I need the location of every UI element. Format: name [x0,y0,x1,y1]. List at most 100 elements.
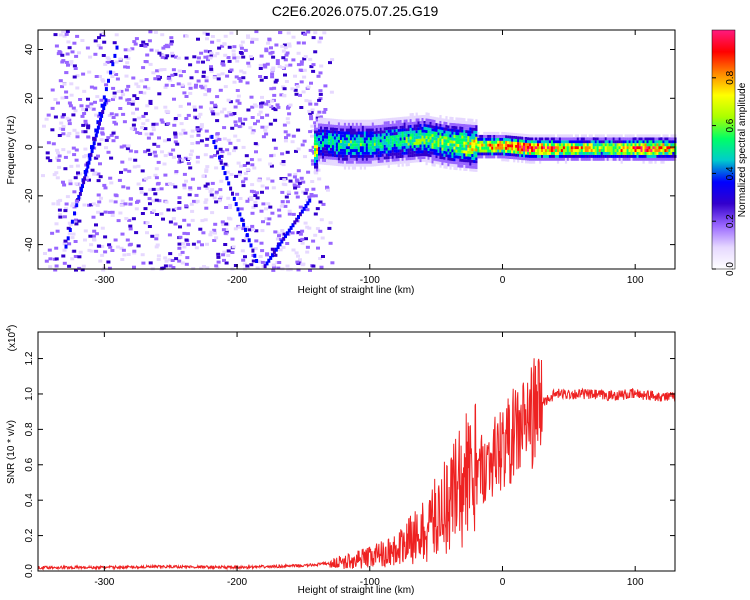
spectrogram-cell [433,116,436,120]
spectrogram-cell [347,131,351,135]
spectrogram-cell [515,150,518,154]
spectrogram-cell [493,131,496,135]
spectrogram-cell [113,53,117,58]
spectrogram-cell [497,137,500,141]
spectrogram-cell [427,139,430,143]
spectrogram-cell [84,108,88,112]
spectrogram-cell [483,140,486,144]
spectrogram-cell [467,165,470,169]
spectrogram-cell [574,151,577,155]
spectrogram-cell [495,131,498,135]
spectrogram-cell [314,148,317,151]
spectrogram-cell [275,237,280,241]
snr-x-axis-label: Height of straight line (km) [298,585,415,596]
spectrogram-cell [552,137,556,141]
spectrogram-cell [417,138,420,142]
spectrogram-cell [115,77,120,81]
spectrogram-cell [620,146,623,150]
spectrogram-cell [554,149,558,152]
spectrogram-cell [427,145,430,148]
spectrogram-cell [377,148,380,152]
spectrogram-cell [324,147,327,151]
spectrogram-cell [316,156,319,160]
spectrogram-cell [316,151,319,154]
spectrogram-cell [636,143,639,147]
spectrogram-cell [604,157,607,161]
spectrogram-cell [473,154,476,158]
spectrogram-cell [326,162,329,166]
spectrogram-cell [304,99,309,103]
spectrogram-cell [203,84,208,88]
spectrogram-cell [423,123,426,127]
spectrogram-cell [373,119,376,123]
spectrogram-cell [429,124,432,128]
spectrogram-cell [339,142,343,146]
spectrogram-cell [251,129,256,133]
spectrogram-cell [163,256,168,260]
spectrogram-cell [475,163,478,167]
spectrogram-cell [407,136,410,140]
spectrogram-cell [630,149,633,152]
spectrogram-cell [487,131,490,135]
spectrogram-cell [170,183,175,186]
spectrogram-cell [216,77,221,81]
spectrogram-cell [146,148,151,152]
spectrogram-cell [612,143,615,147]
spectrogram-cell [546,134,550,138]
spectrogram-cell [318,36,323,40]
spectrogram-cell [316,133,319,137]
spectrogram-cell [660,160,663,164]
spectrogram-cell [640,151,643,155]
spectrogram-cell [529,151,532,155]
spectrogram-cell [363,143,366,147]
spectrogram-cell [235,99,240,103]
spectrogram-cell [411,124,414,128]
spectrogram-cell [425,144,428,148]
spectrogram-cell [381,142,384,146]
spectrogram-cell [614,149,617,152]
spectrogram-cell [457,120,460,124]
spectrogram-cell [316,74,321,78]
spectrogram-cell [369,125,372,129]
spectrogram-cell [654,134,657,138]
spectrogram-cell [513,144,516,148]
spectrogram-cell [337,133,341,137]
spectrogram-cell [324,141,327,145]
spectrogram-cell [164,200,169,204]
spectrogram-cell [320,138,323,142]
spectrogram-cell [377,157,380,161]
spectrogram-cell [230,237,235,241]
spectrogram-cell [624,143,627,147]
spectrogram-cell [135,107,139,111]
spectrogram-cell [391,161,394,165]
spectrogram-cell [333,121,337,125]
spectrogram-cell [415,112,418,116]
spectrogram-cell [241,239,246,243]
spectrogram-cell [233,227,238,231]
spectrogram-cell [222,250,227,254]
spectrogram-cell [353,151,356,155]
spectrogram-cell [596,149,599,152]
spectrogram-cell [294,191,299,195]
spectrogram-cell [202,31,207,35]
spectrogram-cell [343,166,347,170]
spectrogram-cell [326,159,329,163]
spectrogram-cell [328,130,331,134]
spectrogram-cell [493,155,496,159]
spectrogram-cell [357,119,360,123]
spectrogram-cell [182,91,187,95]
spectrogram-cell [624,154,627,158]
spectrogram-cell [265,113,270,117]
spectrogram-cell [75,135,80,139]
spectrogram-cell [644,149,647,152]
spectrogram-cell [445,142,448,146]
spectrogram-cell [505,155,508,159]
spectrogram-cell [109,133,114,137]
spectrogram-cell [341,122,345,126]
spectrogram-cell [433,163,436,167]
spectrogram-cell [495,146,498,150]
spectrogram-cell [459,120,462,124]
spectrogram-cell [322,31,327,35]
spectrogram-cell [491,137,494,141]
spectrogram-cell [318,129,321,133]
